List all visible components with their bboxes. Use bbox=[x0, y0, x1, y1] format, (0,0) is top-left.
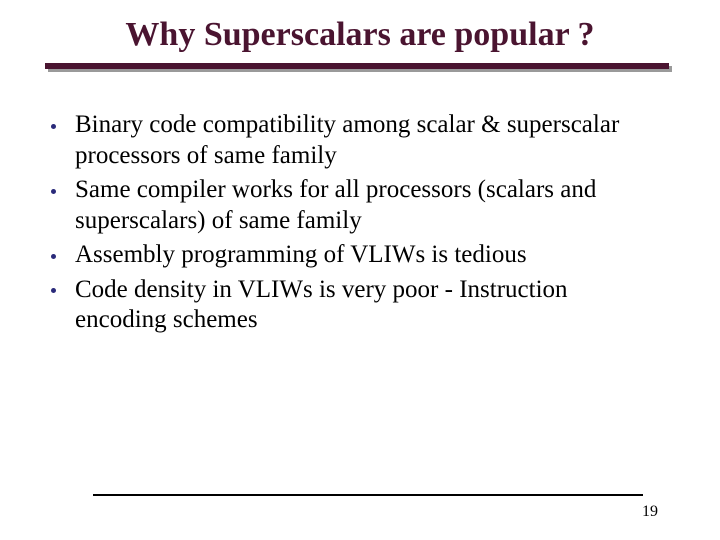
bullet-icon bbox=[51, 254, 56, 259]
bullet-list: Binary code compatibility among scalar &… bbox=[45, 110, 660, 340]
bullet-icon bbox=[51, 288, 56, 293]
bullet-text: Assembly programming of VLIWs is tedious bbox=[75, 241, 527, 268]
bullet-text: Code density in VLIWs is very poor - Ins… bbox=[75, 276, 568, 334]
page-number: 19 bbox=[642, 503, 658, 521]
bullet-icon bbox=[51, 189, 56, 194]
bullet-text: Binary code compatibility among scalar &… bbox=[75, 111, 619, 169]
bullet-text: Same compiler works for all processors (… bbox=[75, 176, 596, 234]
footer-divider bbox=[93, 494, 643, 496]
bullet-icon bbox=[51, 124, 56, 129]
list-item: Code density in VLIWs is very poor - Ins… bbox=[45, 275, 660, 336]
title-underline bbox=[45, 63, 669, 69]
list-item: Assembly programming of VLIWs is tedious bbox=[45, 240, 660, 271]
list-item: Same compiler works for all processors (… bbox=[45, 175, 660, 236]
list-item: Binary code compatibility among scalar &… bbox=[45, 110, 660, 171]
slide-title: Why Superscalars are popular ? bbox=[57, 16, 663, 53]
